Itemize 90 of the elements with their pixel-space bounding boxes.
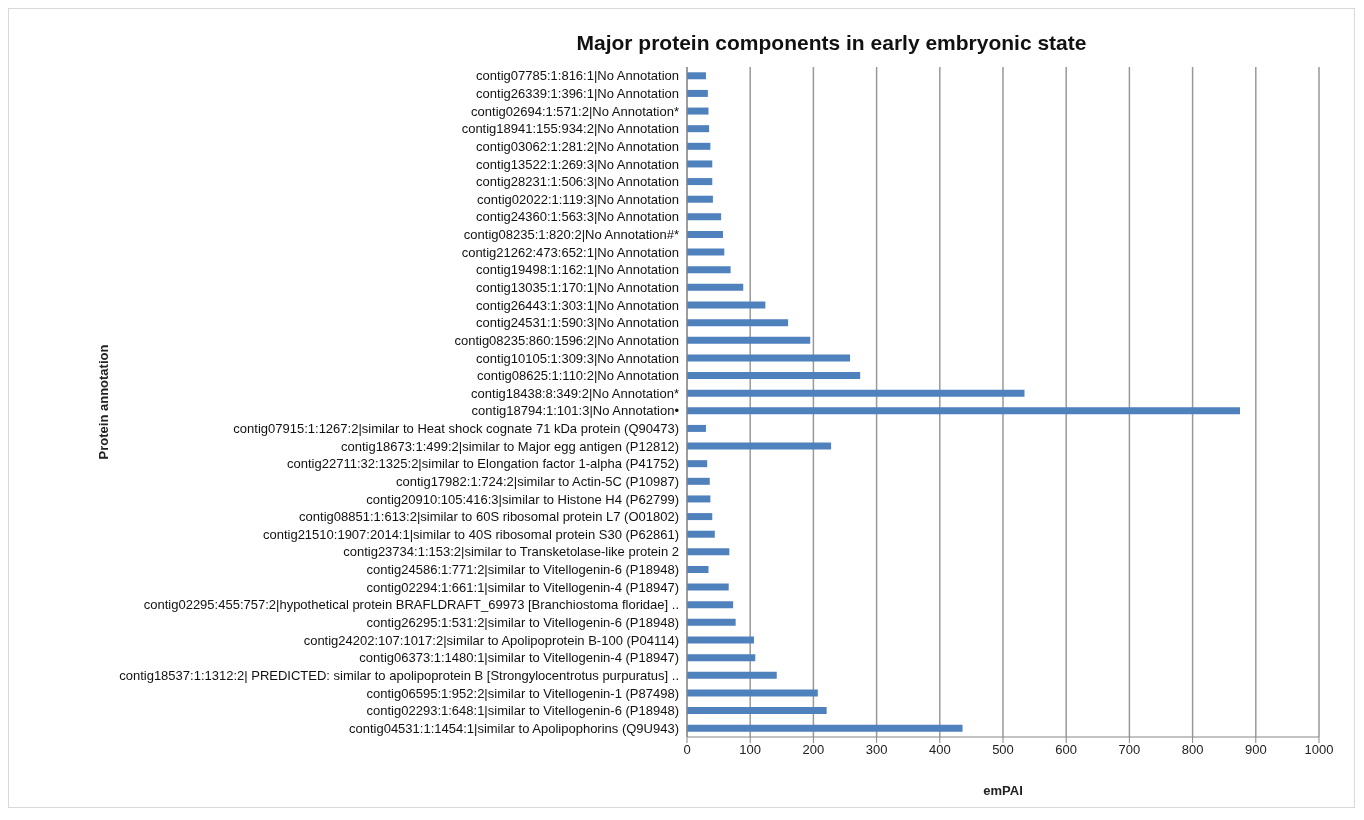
y-tick-label: contig06595:1:952:2|similar to Vitellogenin-1 (P87498) bbox=[366, 685, 679, 701]
y-tick-label: contig26443:1:303:1|No Annotation bbox=[476, 297, 679, 313]
y-tick-label: contig08235:1:820:2|No Annotation#* bbox=[463, 227, 679, 243]
bar bbox=[687, 548, 730, 556]
x-tick-label: 300 bbox=[865, 742, 888, 758]
bar bbox=[687, 724, 963, 732]
y-tick-label: contig18438:8:349:2|No Annotation* bbox=[471, 385, 679, 401]
bar bbox=[687, 354, 851, 362]
y-tick-label: contig26339:1:396:1|No Annotation bbox=[476, 86, 679, 102]
bar bbox=[687, 689, 818, 697]
y-tick-label: contig02694:1:571:2|No Annotation* bbox=[471, 103, 679, 119]
y-tick-label: contig18794:1:101:3|No Annotation• bbox=[471, 403, 680, 419]
y-tick-label: contig24360:1:563:3|No Annotation bbox=[476, 209, 679, 225]
y-tick-label: contig13035:1:170:1|No Annotation bbox=[476, 280, 679, 296]
bar bbox=[687, 389, 1025, 397]
bar bbox=[687, 230, 724, 238]
y-tick-label: contig08851:1:613:2|similar to 60S ribosomal protein L7 (O01802) bbox=[299, 509, 679, 525]
y-tick-label: contig02295:455:757:2|hypothetical protein BRAFLDRAFT_69973 [Branchiostoma floridae] .. bbox=[143, 597, 679, 613]
y-tick-label: contig26295:1:531:2|similar to Vitellogenin-6 (P18948) bbox=[366, 615, 679, 631]
bar bbox=[687, 195, 713, 203]
y-tick-label: contig02294:1:661:1|similar to Vitellogenin-4 (P18947) bbox=[366, 579, 679, 595]
y-tick-label: contig10105:1:309:3|No Annotation bbox=[476, 350, 679, 366]
y-tick-label: contig07915:1:1267:2|similar to Heat shock cognate 71 kDa protein (Q90473) bbox=[233, 421, 679, 437]
y-tick-label: contig13522:1:269:3|No Annotation bbox=[476, 156, 679, 172]
x-tick-label: 0 bbox=[683, 742, 691, 758]
y-tick-label: contig18673:1:499:2|similar to Major egg antigen (P12812) bbox=[341, 438, 679, 454]
bar bbox=[687, 565, 709, 573]
bar bbox=[687, 248, 725, 256]
y-tick-label: contig17982:1:724:2|similar to Actin-5C (P10987) bbox=[395, 473, 679, 489]
y-tick-label: contig07785:1:816:1|No Annotation bbox=[476, 68, 679, 84]
bar bbox=[687, 89, 708, 97]
bar bbox=[687, 336, 811, 344]
bar bbox=[687, 460, 708, 468]
x-tick-label: 400 bbox=[928, 742, 951, 758]
x-tick-label: 800 bbox=[1181, 742, 1204, 758]
y-tick-label: contig24586:1:771:2|similar to Vitellogenin-6 (P18948) bbox=[366, 562, 679, 578]
bar bbox=[687, 530, 715, 538]
bar bbox=[687, 142, 711, 150]
y-tick-label: contig02293:1:648:1|similar to Vitellogenin-6 (P18948) bbox=[366, 703, 679, 719]
bar bbox=[687, 442, 832, 450]
y-tick-label: contig18537:1:1312:2| PREDICTED: similar to apolipoprotein B [Strongylocentrotus purpuratus] .. bbox=[119, 667, 679, 683]
y-tick-label: contig21262:473:652:1|No Annotation bbox=[461, 244, 679, 260]
bar bbox=[687, 654, 756, 662]
bar bbox=[687, 477, 710, 485]
y-tick-label: contig24531:1:590:3|No Annotation bbox=[476, 315, 679, 331]
x-tick-label: 700 bbox=[1118, 742, 1141, 758]
bar bbox=[687, 107, 709, 115]
y-tick-label: contig08625:1:110:2|No Annotation bbox=[477, 368, 679, 384]
bar bbox=[687, 213, 722, 221]
y-tick-label: contig20910:105:416:3|similar to Histone H4 (P62799) bbox=[366, 491, 679, 507]
bar bbox=[687, 513, 713, 521]
bar bbox=[687, 707, 827, 715]
y-tick-label: contig28231:1:506:3|No Annotation bbox=[476, 174, 679, 190]
y-tick-label: contig22711:32:1325:2|similar to Elongation factor 1-alpha (P41752) bbox=[287, 456, 679, 472]
bar bbox=[687, 72, 706, 80]
bar bbox=[687, 283, 744, 291]
bar bbox=[687, 671, 777, 679]
y-axis-title: Protein annotation bbox=[95, 344, 111, 460]
bar bbox=[687, 583, 729, 591]
bar bbox=[687, 160, 713, 168]
y-tick-label: contig04531:1:1454:1|similar to Apolipophorins (Q9U943) bbox=[348, 720, 679, 736]
y-tick-label: contig03062:1:281:2|No Annotation bbox=[476, 138, 679, 154]
x-axis-title: emPAI bbox=[983, 783, 1023, 798]
bar bbox=[687, 372, 861, 380]
bar bbox=[687, 601, 734, 609]
bar bbox=[687, 301, 766, 309]
y-tick-label: contig08235:860:1596:2|No Annotation bbox=[454, 332, 679, 348]
y-tick-label: contig06373:1:1480:1|similar to Vitellogenin-4 (P18947) bbox=[359, 650, 679, 666]
x-tick-label: 500 bbox=[992, 742, 1014, 758]
bar bbox=[687, 407, 1240, 415]
y-tick-label: contig24202:107:1017:2|similar to Apolipoprotein B-100 (P04114) bbox=[303, 632, 679, 648]
y-tick-label: contig23734:1:153:2|similar to Transketolase-like protein 2 bbox=[343, 544, 679, 560]
chart-title: Major protein components in early embryonic state bbox=[575, 30, 1088, 56]
y-tick-label: contig18941:155:934:2|No Annotation bbox=[461, 121, 679, 137]
x-tick-label: 600 bbox=[1055, 742, 1078, 758]
x-tick-label: 900 bbox=[1244, 742, 1267, 758]
y-tick-label: contig21510:1907:2014:1|similar to 40S ribosomal protein S30 (P62861) bbox=[262, 526, 679, 542]
bar bbox=[687, 125, 710, 133]
bar bbox=[687, 495, 711, 503]
bar bbox=[687, 636, 754, 644]
bar bbox=[687, 178, 713, 186]
x-tick-label: 1000 bbox=[1304, 742, 1334, 758]
x-tick-label: 100 bbox=[739, 742, 762, 758]
y-tick-label: contig02022:1:119:3|No Annotation bbox=[477, 191, 679, 207]
bar bbox=[687, 266, 731, 274]
bar bbox=[687, 319, 789, 327]
y-tick-label: contig19498:1:162:1|No Annotation bbox=[476, 262, 679, 278]
x-tick-label: 200 bbox=[802, 742, 825, 758]
bar bbox=[687, 424, 706, 432]
bar bbox=[687, 618, 736, 626]
